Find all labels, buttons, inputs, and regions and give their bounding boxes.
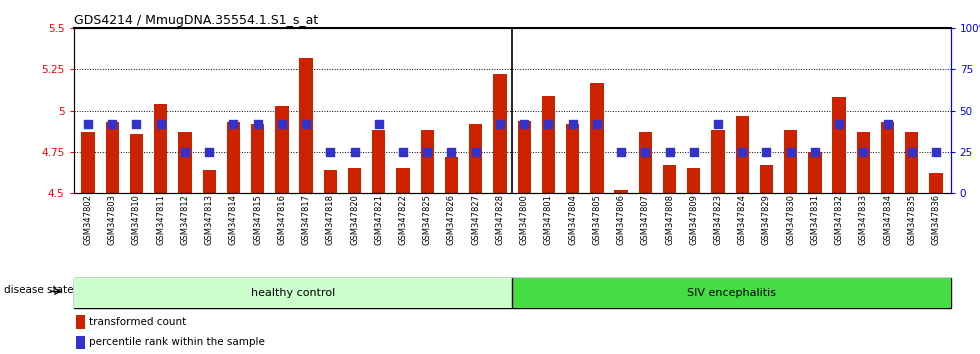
Point xyxy=(177,149,193,155)
Point xyxy=(686,149,702,155)
Text: SIV encephalitis: SIV encephalitis xyxy=(687,288,776,298)
Point xyxy=(201,149,217,155)
Bar xyxy=(784,130,798,193)
Bar xyxy=(372,130,385,193)
Point xyxy=(637,149,653,155)
Point xyxy=(516,121,532,127)
Bar xyxy=(881,122,895,193)
Bar xyxy=(687,168,701,193)
Bar xyxy=(178,132,192,193)
Point xyxy=(880,121,896,127)
Bar xyxy=(736,115,749,193)
Bar xyxy=(226,122,240,193)
Point xyxy=(225,121,241,127)
Text: percentile rank within the sample: percentile rank within the sample xyxy=(89,337,265,348)
Bar xyxy=(420,130,434,193)
Text: transformed count: transformed count xyxy=(89,317,186,327)
Bar xyxy=(566,124,579,193)
Point xyxy=(274,121,290,127)
Point xyxy=(564,121,580,127)
Point xyxy=(347,149,363,155)
Point xyxy=(831,121,847,127)
Point xyxy=(734,149,750,155)
Bar xyxy=(517,120,531,193)
Bar xyxy=(469,124,482,193)
Bar xyxy=(154,104,168,193)
Point xyxy=(928,149,944,155)
Point xyxy=(808,149,823,155)
Point xyxy=(105,121,121,127)
Bar xyxy=(711,130,724,193)
Bar xyxy=(203,170,216,193)
Bar xyxy=(808,152,821,193)
Bar xyxy=(639,132,652,193)
Bar xyxy=(251,124,265,193)
Bar xyxy=(512,278,951,308)
Bar xyxy=(906,132,918,193)
Point xyxy=(419,149,435,155)
Point xyxy=(153,121,169,127)
Point xyxy=(662,149,677,155)
Point xyxy=(904,149,919,155)
Point xyxy=(589,121,605,127)
Bar xyxy=(348,168,362,193)
Point xyxy=(613,149,629,155)
Point xyxy=(250,121,266,127)
Text: GDS4214 / MmugDNA.35554.1.S1_s_at: GDS4214 / MmugDNA.35554.1.S1_s_at xyxy=(74,14,318,27)
Point xyxy=(371,121,387,127)
Bar xyxy=(929,173,943,193)
Bar xyxy=(76,336,84,349)
Bar xyxy=(760,165,773,193)
Point xyxy=(444,149,460,155)
Bar xyxy=(76,315,84,329)
Bar xyxy=(832,97,846,193)
Point xyxy=(541,121,557,127)
Point xyxy=(759,149,774,155)
Bar xyxy=(493,74,507,193)
Point xyxy=(395,149,411,155)
Point xyxy=(856,149,871,155)
Bar xyxy=(275,106,288,193)
Point xyxy=(492,121,508,127)
Bar xyxy=(662,165,676,193)
Bar xyxy=(129,134,143,193)
Text: disease state: disease state xyxy=(4,285,74,295)
Bar xyxy=(74,278,512,308)
Bar xyxy=(323,170,337,193)
Point xyxy=(128,121,144,127)
Bar xyxy=(106,122,119,193)
Bar xyxy=(614,190,628,193)
Bar xyxy=(396,168,410,193)
Point xyxy=(783,149,799,155)
Bar xyxy=(857,132,870,193)
Text: healthy control: healthy control xyxy=(251,288,335,298)
Bar xyxy=(542,96,555,193)
Point xyxy=(467,149,483,155)
Bar xyxy=(300,58,313,193)
Point xyxy=(710,121,726,127)
Point xyxy=(298,121,314,127)
Bar xyxy=(81,132,95,193)
Point xyxy=(322,149,338,155)
Bar xyxy=(590,82,604,193)
Point xyxy=(80,121,96,127)
Bar xyxy=(445,157,458,193)
